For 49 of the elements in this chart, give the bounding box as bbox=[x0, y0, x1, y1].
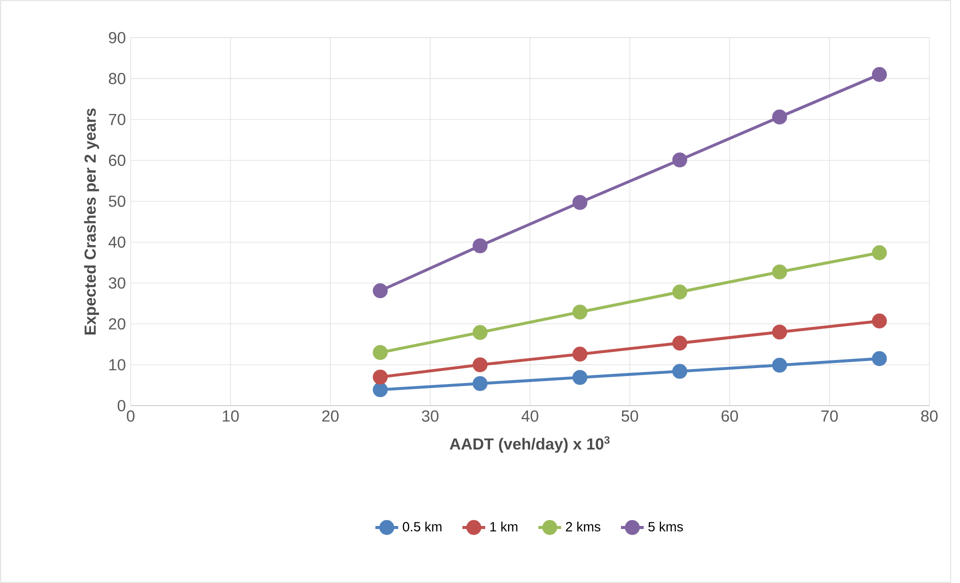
x-tick-label: 40 bbox=[521, 410, 538, 422]
x-tick-label: 10 bbox=[222, 410, 239, 422]
point bbox=[472, 357, 488, 372]
point bbox=[872, 245, 887, 260]
point bbox=[372, 345, 388, 360]
y-tick-label: 90 bbox=[108, 32, 126, 44]
point bbox=[872, 67, 887, 82]
point bbox=[672, 336, 688, 351]
point bbox=[372, 370, 388, 385]
point bbox=[472, 238, 488, 254]
point bbox=[672, 152, 688, 168]
point bbox=[672, 364, 688, 379]
y-tick-label: 60 bbox=[108, 154, 126, 166]
x-tick-label: 60 bbox=[722, 410, 738, 422]
legend-label: 1 km bbox=[490, 522, 518, 532]
point bbox=[372, 382, 388, 398]
y-tick-label: 70 bbox=[108, 114, 126, 126]
legend-label: 0.5 km bbox=[402, 522, 442, 532]
y-axis-title: Expected Crashes per 2 years bbox=[84, 108, 100, 334]
legend-label: 5 kms bbox=[648, 522, 683, 532]
point bbox=[772, 110, 788, 124]
point bbox=[872, 314, 887, 328]
x-tick-label: 80 bbox=[921, 410, 938, 422]
point bbox=[372, 283, 388, 298]
y-tick-label: 20 bbox=[108, 318, 126, 330]
point bbox=[472, 376, 488, 392]
y-tick-label: 40 bbox=[108, 236, 126, 248]
y-tick-label: 30 bbox=[108, 277, 126, 289]
point bbox=[572, 346, 588, 362]
point bbox=[672, 284, 688, 300]
x-tick-label: 30 bbox=[422, 410, 438, 422]
point bbox=[872, 351, 887, 366]
point bbox=[472, 325, 488, 340]
y-tick-label: 0 bbox=[118, 400, 126, 412]
x-tick-label: 20 bbox=[322, 410, 339, 422]
point bbox=[572, 304, 588, 320]
point bbox=[772, 264, 788, 280]
y-tick-label: 10 bbox=[109, 359, 126, 370]
y-tick-label: 80 bbox=[108, 72, 126, 84]
point bbox=[772, 358, 788, 373]
legend-label: 2 kms bbox=[566, 522, 600, 532]
x-tick-label: 0 bbox=[126, 410, 135, 422]
x-tick-label: 50 bbox=[622, 410, 638, 422]
point bbox=[572, 370, 588, 385]
point bbox=[772, 324, 788, 340]
y-tick-label: 50 bbox=[108, 196, 126, 207]
x-axis-title: AADT (veh/day) x 10$^{3}$ bbox=[450, 436, 610, 453]
point bbox=[572, 194, 588, 210]
x-tick-label: 70 bbox=[821, 410, 838, 422]
